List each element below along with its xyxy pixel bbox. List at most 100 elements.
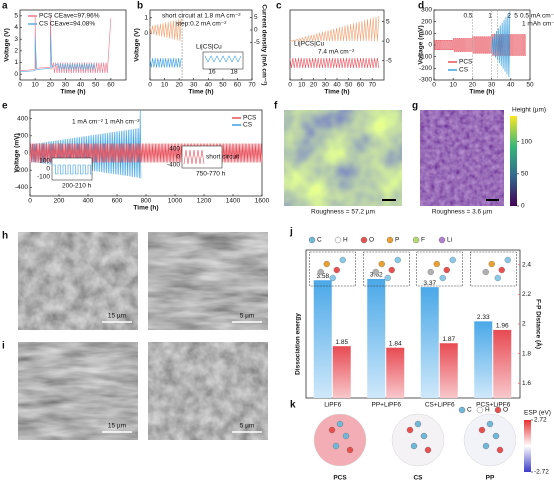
y2-tick-label: 2.2: [522, 291, 531, 298]
colorbar-tick-label: 0: [521, 203, 525, 210]
x-tick-label: 10: [32, 82, 40, 89]
inset-tick-label: 0: [46, 166, 50, 173]
legend-label: PCS: [243, 115, 257, 122]
y-tick-label: 0: [428, 42, 432, 49]
y2-axis-label: F-P Distance (Å): [534, 299, 543, 349]
y-axis-label: Voltage (mV): [14, 133, 21, 172]
y-tick-label: 200: [421, 18, 432, 25]
atom: [424, 446, 432, 454]
atom: [478, 426, 486, 434]
inset-frame: [202, 51, 244, 70]
atom: [394, 256, 401, 264]
rate-label: 1: [488, 13, 492, 20]
atom: [372, 268, 379, 276]
colorbar: [510, 116, 517, 206]
panel-label: c: [276, 1, 282, 12]
y-tick-label: -400: [15, 184, 28, 191]
panel-label: j: [289, 227, 293, 238]
scale-bar-label: 5 µm: [240, 423, 255, 430]
x-tick-label: 1200: [197, 198, 212, 205]
x-tick-label: 1400: [226, 198, 241, 205]
value-label: 1.85: [335, 339, 348, 346]
y-tick-label: 1: [144, 14, 148, 21]
y-tick-label: 5: [14, 13, 18, 20]
value-label: 1.84: [389, 340, 402, 347]
curve: [289, 57, 380, 69]
atom-swatch: [458, 406, 466, 414]
x-tick-label: 20: [176, 82, 184, 89]
x-tick-label: 0: [18, 82, 22, 89]
x-tick-label: 1000: [168, 198, 183, 205]
panel-label: b: [137, 1, 143, 12]
legend-label: F: [421, 237, 425, 244]
legend-label: H: [485, 407, 490, 414]
y-axis-label: Dissociation energy: [295, 313, 302, 375]
esp-surface: [391, 413, 445, 467]
inset-tick-label: 18: [230, 69, 238, 76]
inset-tick-label: 16: [208, 69, 216, 76]
x-tick-label: 20: [47, 82, 55, 89]
atom: [378, 260, 385, 268]
panel-label: e: [2, 101, 8, 112]
atom: [410, 442, 418, 450]
afm-image: [284, 110, 402, 206]
y-axis-label: Voltage (V): [4, 28, 11, 61]
x-tick-label: 10: [298, 82, 306, 89]
x-tick-label: 50: [219, 82, 227, 89]
curve: [434, 34, 527, 56]
inset-frame: [363, 251, 410, 287]
annotation: 7.4 mA cm⁻²: [318, 49, 355, 56]
atom-swatch: [476, 406, 484, 414]
x-axis-label: Time (h): [60, 89, 85, 96]
annotation: short circuit: [206, 154, 239, 161]
esp-surface: [313, 413, 367, 467]
atom: [323, 260, 330, 268]
sem-image: [148, 232, 268, 330]
legend-label: O: [369, 237, 374, 244]
value-label: 1.87: [442, 336, 455, 343]
x-tick-label: 0: [148, 82, 152, 89]
legend-label: CS CEave=94.08%: [39, 21, 95, 28]
x-tick-label: 40: [507, 82, 515, 89]
colorbar-label: Height (µm): [512, 107, 546, 114]
bar: [386, 347, 405, 398]
bar: [420, 287, 439, 398]
x-tick-label: 40: [333, 82, 341, 89]
atom-swatch: [494, 406, 502, 414]
atom: [329, 274, 336, 282]
x-tick-label: 0: [288, 82, 292, 89]
x-tick-label: 30: [62, 82, 70, 89]
y2-tick-label: 5: [386, 18, 390, 25]
y2-tick-label: 5: [254, 14, 258, 21]
atom: [494, 274, 501, 282]
atom-swatch: [386, 236, 394, 244]
y-tick-label: -300: [419, 77, 432, 84]
bar: [313, 280, 332, 398]
atom-swatch: [360, 236, 368, 244]
x-tick-label: 30: [190, 82, 198, 89]
atom: [414, 420, 422, 428]
x-tick-label: 70: [248, 82, 256, 89]
atom: [328, 426, 336, 434]
value-label: 3.37: [423, 280, 436, 287]
value-label: 1.96: [496, 323, 509, 330]
inset-tick-label: -100: [37, 174, 50, 181]
atom: [339, 256, 346, 264]
y-tick-label: 300: [421, 7, 432, 14]
atom: [488, 260, 495, 268]
atom: [443, 266, 450, 274]
value-label: 2.33: [477, 314, 490, 321]
curve: [53, 164, 93, 175]
y-tick-label: 1: [14, 59, 18, 66]
caption: Roughness = 3.6 µm: [432, 209, 492, 216]
atom-swatch: [308, 236, 316, 244]
x-tick-label: 60: [107, 82, 115, 89]
atom: [439, 274, 446, 282]
x-tick-label: 10: [450, 82, 458, 89]
x-tick-label: 50: [345, 82, 353, 89]
rate-label: 0.5: [463, 13, 472, 20]
colorbar-tick-label: -2.72: [534, 469, 549, 476]
esp-surface: [463, 413, 517, 467]
legend-label: PCS: [459, 59, 473, 66]
x-tick-label: 0: [28, 198, 32, 205]
